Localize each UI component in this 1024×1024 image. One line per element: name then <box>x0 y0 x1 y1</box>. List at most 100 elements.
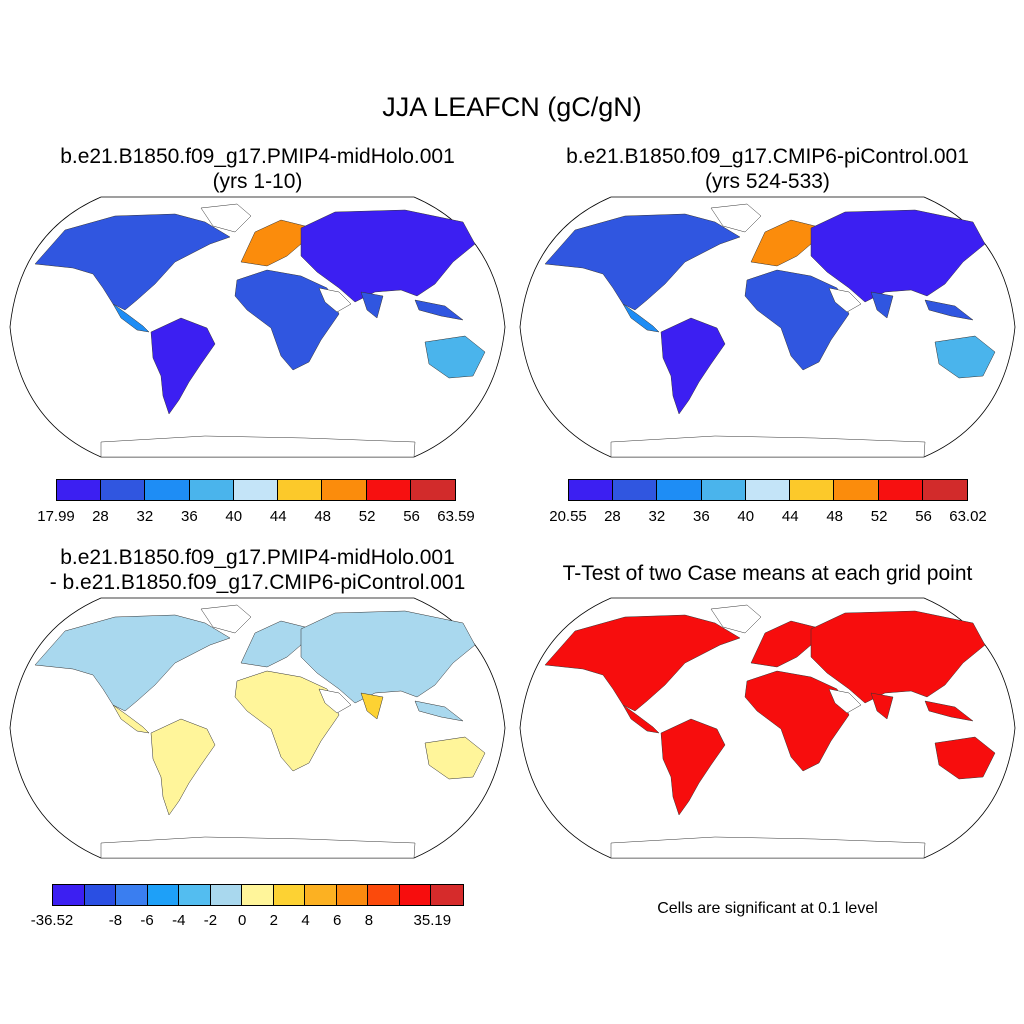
colorbar-box <box>701 480 746 500</box>
land-asia <box>810 209 986 303</box>
colorbar-tick-label: -36.52 <box>30 912 74 929</box>
land-antarctica <box>100 836 416 859</box>
land-asia <box>300 209 476 303</box>
colorbar-tick-label: 63.02 <box>949 508 987 525</box>
colorbar-box <box>431 885 463 905</box>
colorbar-difference <box>52 884 464 906</box>
colorbar-box <box>366 480 411 500</box>
colorbar-tick-label: 32 <box>648 508 666 525</box>
colorbar-box <box>147 885 180 905</box>
land-south-america <box>150 718 216 816</box>
colorbar-box <box>745 480 791 500</box>
land-south-america <box>660 718 726 816</box>
panel-1-title: b.e21.B1850.f09_g17.PMIP4-midHolo.001 (y… <box>5 144 510 194</box>
colorbar-tick-label: 52 <box>870 508 888 525</box>
colorbar-box <box>145 480 190 500</box>
colorbar-midholo <box>56 479 456 501</box>
panel-3-title: b.e21.B1850.f09_g17.PMIP4-midHolo.001 - … <box>5 545 510 595</box>
colorbar-tick-label: 40 <box>737 508 755 525</box>
colorbar-box <box>410 480 455 500</box>
colorbar-box <box>273 885 306 905</box>
colorbar-box <box>922 480 967 500</box>
land-north-america <box>544 213 741 311</box>
land-southeast-asia <box>924 700 974 722</box>
land-central-america <box>112 704 150 734</box>
colorbar-tick-label: 0 <box>237 912 247 929</box>
land-antarctica <box>610 836 926 859</box>
land-central-america <box>622 303 660 333</box>
land-greenland <box>710 203 762 233</box>
colorbar-box <box>57 480 102 500</box>
colorbar-tick-label: 20.55 <box>549 508 587 525</box>
land-india <box>870 291 894 319</box>
colorbar-box <box>278 480 323 500</box>
map-panel-difference <box>9 597 506 859</box>
land-australia <box>934 335 996 379</box>
colorbar-box <box>613 480 658 500</box>
colorbar-tick-label: 56 <box>403 508 420 525</box>
colorbar-box <box>322 480 367 500</box>
panel-1-title-line2: (yrs 1-10) <box>212 170 303 193</box>
colorbar-box <box>399 885 432 905</box>
colorbar-tick-label: 32 <box>136 508 154 525</box>
colorbar-tick-label: -6 <box>140 912 154 929</box>
colorbar-difference-labels: -36.52 -8 -6 -4 -2 0 2 4 6 8 35.19 <box>31 912 464 932</box>
colorbar-tick-label: 44 <box>269 508 287 525</box>
panel-3-title-line2: - b.e21.B1850.f09_g17.CMIP6-piControl.00… <box>49 571 466 594</box>
colorbar-tick-label: 35.19 <box>413 912 452 929</box>
land-south-america <box>150 317 216 415</box>
panel-2-title-line2: (yrs 524-533) <box>705 170 830 193</box>
land-greenland <box>710 604 762 634</box>
land-africa <box>744 670 850 772</box>
land-arabia <box>828 287 862 313</box>
colorbar-tick-label: 48 <box>826 508 843 525</box>
land-arabia <box>318 287 352 313</box>
land-north-america <box>34 614 231 712</box>
land-southeast-asia <box>414 700 464 722</box>
land-central-america <box>622 704 660 734</box>
colorbar-tick-label: 56 <box>915 508 932 525</box>
land-asia <box>300 610 476 704</box>
colorbar-box <box>878 480 923 500</box>
colorbar-picontrol <box>568 479 968 501</box>
colorbar-tick-label: 36 <box>692 508 710 525</box>
colorbar-box <box>569 480 614 500</box>
panel-2-title: b.e21.B1850.f09_g17.CMIP6-piControl.001 … <box>515 144 1020 194</box>
land-south-america <box>660 317 726 415</box>
colorbar-box <box>336 885 369 905</box>
colorbar-tick-label: 6 <box>333 912 342 929</box>
colorbar-tick-label: 44 <box>781 508 799 525</box>
colorbar-picontrol-labels: 20.55 28 32 36 40 44 48 52 56 63.02 <box>549 508 987 528</box>
land-north-america <box>34 213 231 311</box>
colorbar-box <box>116 885 148 905</box>
colorbar-tick-label: -8 <box>108 912 123 929</box>
map-panel-picontrol <box>519 196 1016 458</box>
land-india <box>360 692 384 720</box>
colorbar-tick-label: 2 <box>269 912 279 929</box>
colorbar-tick-label: -2 <box>203 912 218 929</box>
map-panel-ttest <box>519 597 1016 859</box>
land-north-america <box>544 614 741 712</box>
land-australia <box>424 335 486 379</box>
colorbar-box <box>305 885 337 905</box>
land-southeast-asia <box>414 299 464 321</box>
figure-title: JJA LEAFCN (gC/gN) <box>382 92 642 122</box>
land-arabia <box>828 688 862 714</box>
panel-4-title: T-Test of two Case means at each grid po… <box>562 562 973 585</box>
land-australia <box>934 736 996 780</box>
land-india <box>360 291 384 319</box>
land-southeast-asia <box>924 299 974 321</box>
land-antarctica <box>610 435 926 458</box>
panel-2-title-line1: b.e21.B1850.f09_g17.CMIP6-piControl.001 <box>566 145 969 168</box>
colorbar-box <box>233 480 279 500</box>
significance-note: Cells are significant at 0.1 level <box>657 900 878 917</box>
land-africa <box>234 670 340 772</box>
colorbar-box <box>53 885 85 905</box>
colorbar-tick-label: 4 <box>301 912 310 929</box>
colorbar-tick-label: 17.99 <box>37 508 75 525</box>
panel-1-title-line1: b.e21.B1850.f09_g17.PMIP4-midHolo.001 <box>60 145 455 168</box>
land-arabia <box>318 688 352 714</box>
colorbar-tick-label: 63.59 <box>437 508 475 525</box>
land-central-america <box>112 303 150 333</box>
land-asia <box>810 610 986 704</box>
